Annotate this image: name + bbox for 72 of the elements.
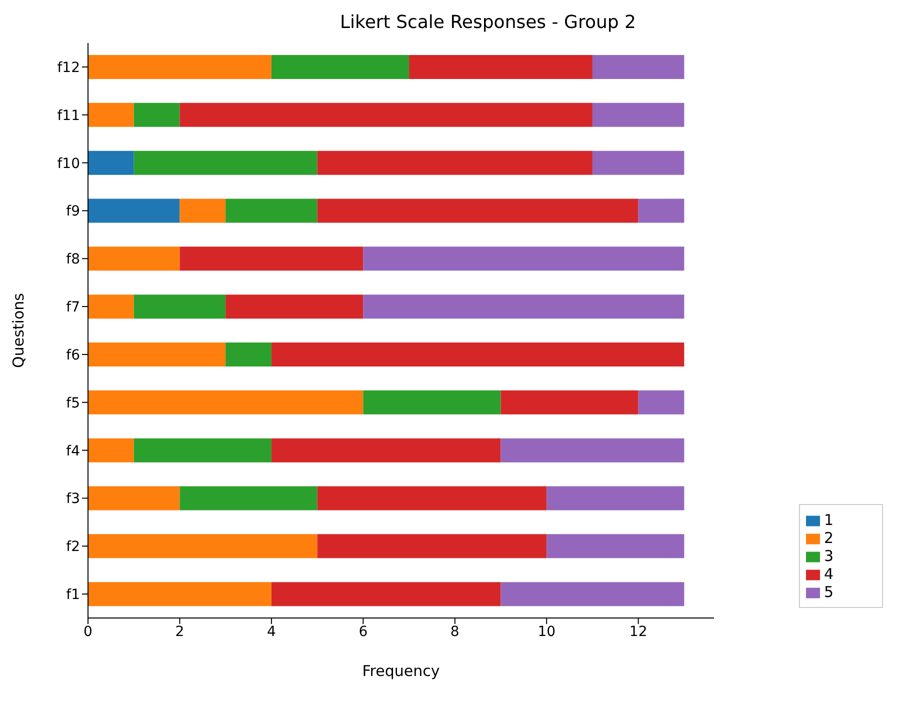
chart-title: Likert Scale Responses - Group 2 [339, 11, 637, 35]
bar [226, 198, 318, 223]
y-tick-label: f8 [66, 252, 80, 268]
bar [88, 534, 318, 558]
bar [88, 438, 134, 462]
bar [134, 438, 272, 462]
y-tick-label: f9 [66, 204, 80, 220]
bar [592, 54, 684, 79]
x-tick-label: 6 [358, 624, 368, 640]
bar [317, 150, 592, 175]
bar [180, 198, 226, 223]
bar [226, 294, 364, 319]
bar [134, 294, 226, 319]
x-tick-label: 8 [450, 624, 460, 640]
bar [363, 294, 684, 319]
y-tick-label: f1 [66, 587, 80, 604]
bar [180, 246, 364, 271]
x-axis-title: Frequency [362, 662, 440, 680]
y-tick-label: f3 [66, 491, 80, 508]
bar [500, 390, 638, 414]
bar [317, 198, 638, 223]
bar [88, 150, 134, 175]
bar [638, 390, 684, 414]
y-tick-label: f11 [57, 108, 80, 124]
bar [271, 438, 501, 462]
bar [271, 54, 410, 79]
bar [363, 246, 684, 271]
bar [363, 390, 501, 414]
bar [271, 582, 501, 606]
x-tick-label: 0 [84, 624, 92, 640]
bar [88, 390, 364, 414]
bar [88, 342, 226, 366]
y-axis-title: Questions [9, 292, 28, 368]
bar [88, 102, 134, 127]
x-tick-label: 12 [629, 624, 648, 640]
bar [88, 582, 272, 606]
bar [226, 342, 272, 366]
x-tick-label: 10 [538, 624, 556, 640]
bar [180, 486, 318, 510]
y-tick-label: f10 [57, 156, 80, 172]
bar [546, 486, 684, 510]
bar [88, 486, 180, 510]
bar [134, 102, 180, 127]
legend-label: 2 [824, 529, 834, 547]
legend-label: 3 [824, 547, 834, 565]
bar [134, 150, 318, 175]
bar [88, 246, 180, 271]
legend-label: 4 [824, 565, 834, 583]
bar [317, 486, 547, 510]
bar [409, 54, 592, 79]
bar [271, 342, 684, 366]
y-tick-label: f5 [66, 395, 80, 412]
bar [546, 534, 684, 558]
bar [500, 438, 684, 462]
x-tick-label: 4 [266, 624, 276, 640]
bar [88, 294, 134, 319]
bar [88, 54, 272, 79]
y-tick-label: f6 [66, 347, 80, 364]
y-tick-label: f12 [57, 60, 80, 76]
bar [88, 198, 180, 223]
x-tick-label: 2 [175, 624, 184, 640]
y-tick-label: f2 [66, 539, 80, 556]
y-tick-label: f4 [66, 443, 80, 460]
bar [317, 534, 547, 558]
bar [638, 198, 684, 223]
legend-label: 1 [824, 511, 834, 529]
bar [500, 582, 684, 606]
bar [180, 102, 592, 127]
legend-label: 5 [824, 583, 834, 601]
y-tick-label: f7 [66, 300, 80, 316]
bar [592, 102, 684, 127]
bar [592, 150, 684, 175]
